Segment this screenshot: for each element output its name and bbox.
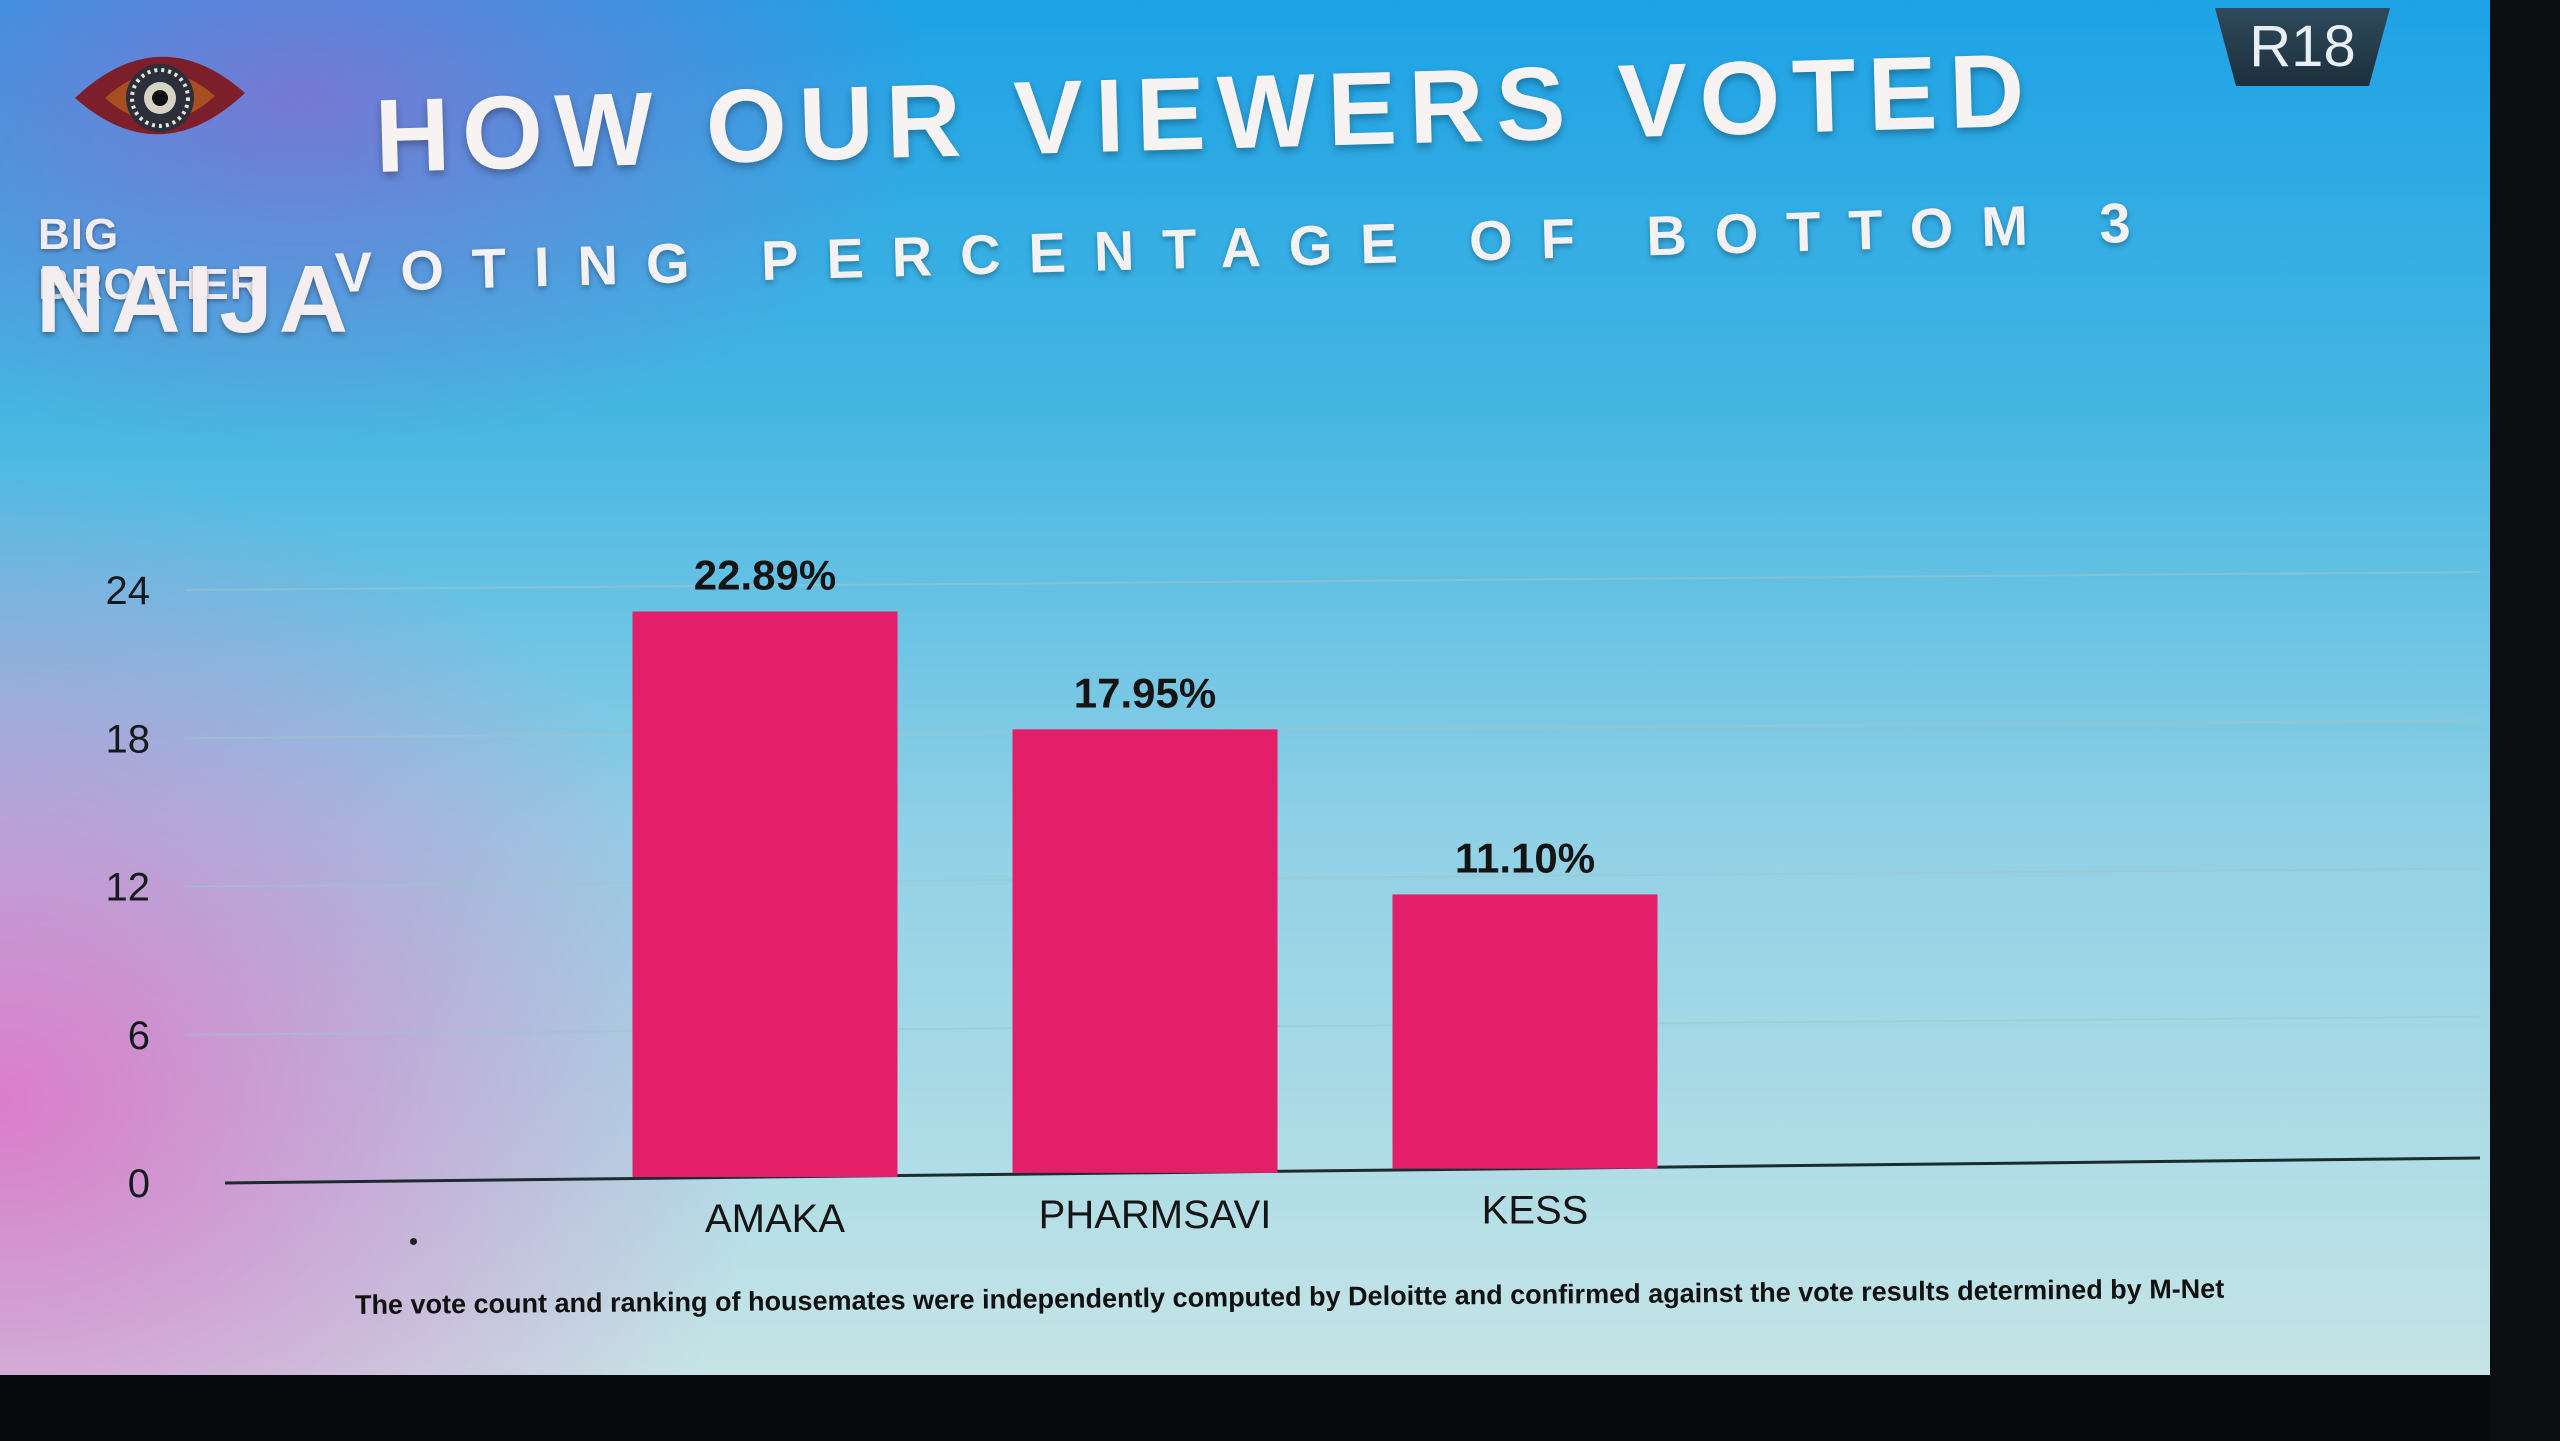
screen-bottom-bezel <box>0 1375 2560 1441</box>
y-tick-label-0: 0 <box>128 1162 150 1206</box>
logo-text-line1: BIG BROTHER <box>38 210 263 309</box>
bar-pharmsavi <box>1012 729 1278 1173</box>
x-tick-label-kess: KESS <box>1482 1189 1589 1233</box>
data-label-amaka: 22.89% <box>694 551 836 598</box>
age-rating-badge: R18 <box>2215 8 2390 86</box>
data-label-kess: 11.10% <box>1455 834 1595 881</box>
x-tick-label-pharmsavi: PHARMSAVI <box>1039 1193 1272 1237</box>
axis-dot-marker <box>410 1238 417 1245</box>
eye-logo-icon <box>75 56 245 135</box>
screen-right-bezel <box>2490 0 2560 1441</box>
logo-text-line2: NAIJA <box>36 246 355 353</box>
x-axis-line <box>224 1156 2481 1185</box>
gridline-12 <box>184 867 2481 888</box>
x-tick-label-amaka: AMAKA <box>705 1197 845 1241</box>
gridline-6 <box>184 1015 2481 1036</box>
data-label-pharmsavi: 17.95% <box>1074 669 1216 716</box>
gridline-18 <box>184 719 2481 740</box>
tv-screen: BIG BROTHER NAIJA R18 HOW OUR VIEWERS VO… <box>0 0 2490 1375</box>
bar-kess <box>1392 894 1658 1169</box>
gridline-24 <box>184 571 2481 591</box>
y-tick-label-12: 12 <box>106 866 151 910</box>
big-brother-naija-logo: BIG BROTHER NAIJA <box>30 38 348 348</box>
y-tick-label-18: 18 <box>106 717 151 761</box>
y-tick-label-6: 6 <box>128 1014 150 1058</box>
y-tick-label-24: 24 <box>106 569 151 613</box>
bar-amaka <box>632 611 898 1178</box>
